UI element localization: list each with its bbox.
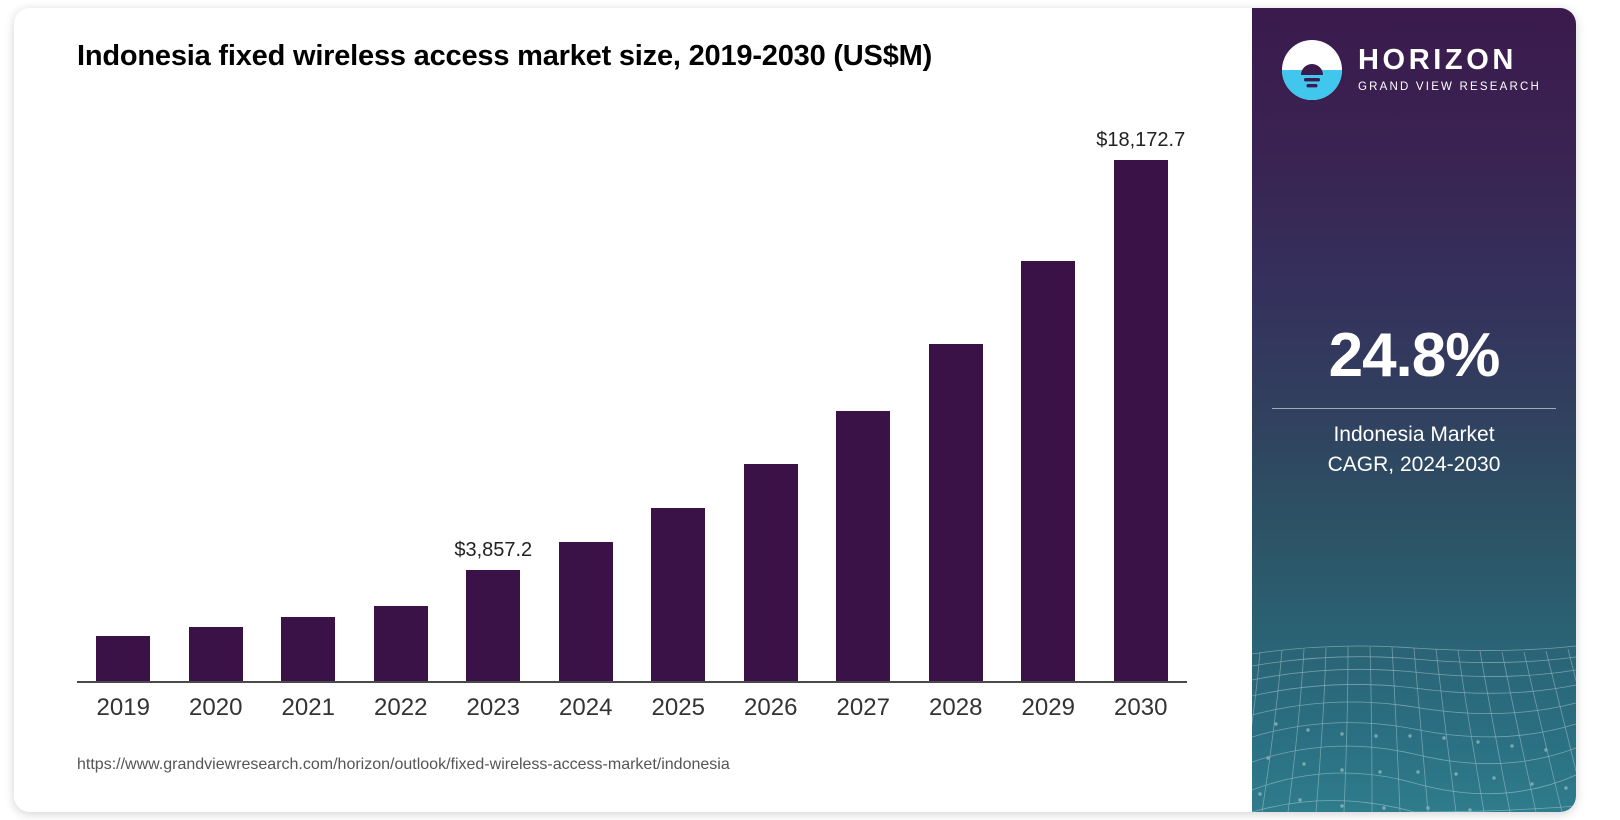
horizon-logo: HORIZON GRAND VIEW RESEARCH	[1280, 38, 1541, 102]
bar-slot	[355, 128, 448, 681]
x-tick-2029: 2029	[1021, 694, 1075, 721]
chart-title: Indonesia fixed wireless access market s…	[77, 40, 933, 72]
x-tick-2024: 2024	[559, 694, 613, 721]
bar-slot	[77, 128, 170, 681]
source-url[interactable]: https://www.grandviewresearch.com/horizo…	[77, 756, 730, 773]
bar-value-label: $18,172.7	[1096, 129, 1186, 151]
bar-series: $3,857.2 $18,172.7	[77, 128, 1187, 681]
cagr-caption: Indonesia Market CAGR, 2024-2030	[1252, 420, 1576, 481]
bar-slot	[725, 128, 818, 681]
cagr-caption-line1: Indonesia Market	[1333, 423, 1495, 446]
x-tick-2020: 2020	[189, 694, 243, 721]
bar-slot	[170, 128, 263, 681]
x-tick-2027: 2027	[836, 694, 890, 721]
x-tick-2023: 2023	[466, 694, 520, 721]
bar-2028[interactable]	[928, 343, 983, 681]
bar-2030[interactable]	[1113, 160, 1168, 681]
bar-slot	[262, 128, 355, 681]
bar-2022[interactable]	[373, 605, 428, 681]
x-tick-2026: 2026	[744, 694, 798, 721]
bar-2019[interactable]	[96, 636, 151, 681]
logo-wordmark: HORIZON GRAND VIEW RESEARCH	[1358, 46, 1541, 94]
bar-slot: $18,172.7	[1095, 128, 1188, 681]
logo-title: HORIZON	[1358, 44, 1517, 77]
bar-2023[interactable]	[466, 570, 521, 681]
bar-slot	[540, 128, 633, 681]
cagr-caption-line2: CAGR, 2024-2030	[1327, 453, 1501, 477]
x-tick-2022: 2022	[374, 694, 428, 721]
bar-2027[interactable]	[836, 410, 891, 681]
x-axis-tick-labels: 2019 2020 2021 2022 2023 2024 2025 2026 2027 2028…	[77, 694, 1187, 722]
bar-slot: $3,857.2	[447, 128, 540, 681]
wireframe-mesh-svg	[1252, 645, 1576, 812]
cagr-value: 24.8%	[1328, 321, 1501, 390]
bar-slot	[1002, 128, 1095, 681]
cagr-divider	[1272, 408, 1556, 409]
bar-2020[interactable]	[188, 627, 243, 681]
bar-slot	[817, 128, 910, 681]
branding-sidebar: HORIZON GRAND VIEW RESEARCH 24.8% Indone…	[1252, 8, 1576, 812]
bar-slot	[910, 128, 1003, 681]
bar-2026[interactable]	[743, 464, 798, 681]
plot-area: $3,857.2 $18,172.7	[77, 128, 1187, 681]
horizon-sun-icon	[1282, 40, 1342, 100]
x-tick-2021: 2021	[281, 694, 335, 721]
logo-subtitle: GRAND VIEW RESEARCH	[1358, 81, 1542, 94]
chart-region: Indonesia fixed wireless access market s…	[14, 8, 1252, 812]
x-tick-2030: 2030	[1114, 694, 1168, 721]
bar-value-label: $3,857.2	[454, 539, 533, 562]
bar-2021[interactable]	[281, 617, 336, 681]
wireframe-mesh-graphic	[1252, 612, 1576, 812]
x-tick-2025: 2025	[651, 694, 705, 721]
bar-2029[interactable]	[1021, 261, 1076, 681]
bar-2024[interactable]	[558, 542, 613, 681]
x-tick-2019: 2019	[96, 694, 150, 721]
x-axis-line	[77, 681, 1187, 683]
chart-card: Indonesia fixed wireless access market s…	[14, 8, 1576, 812]
x-tick-2028: 2028	[929, 694, 983, 721]
bar-slot	[632, 128, 725, 681]
bar-2025[interactable]	[651, 507, 706, 681]
